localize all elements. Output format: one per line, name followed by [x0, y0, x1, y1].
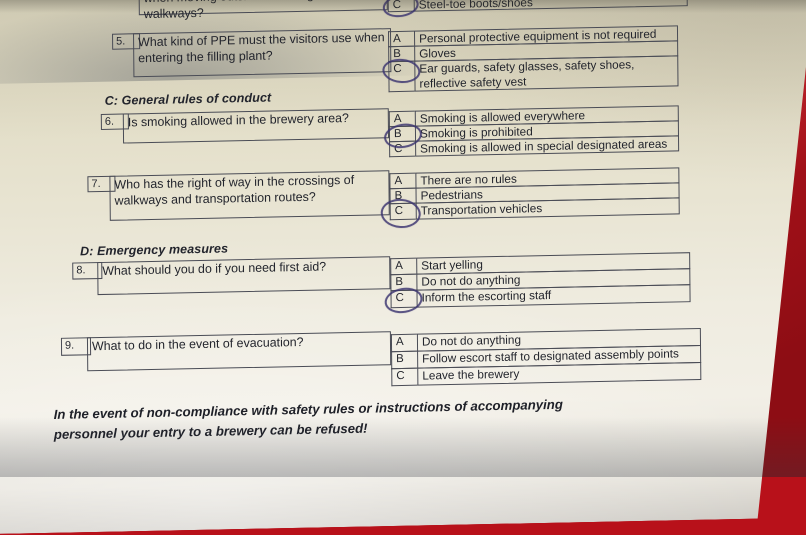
paper-sheet [0, 0, 806, 535]
